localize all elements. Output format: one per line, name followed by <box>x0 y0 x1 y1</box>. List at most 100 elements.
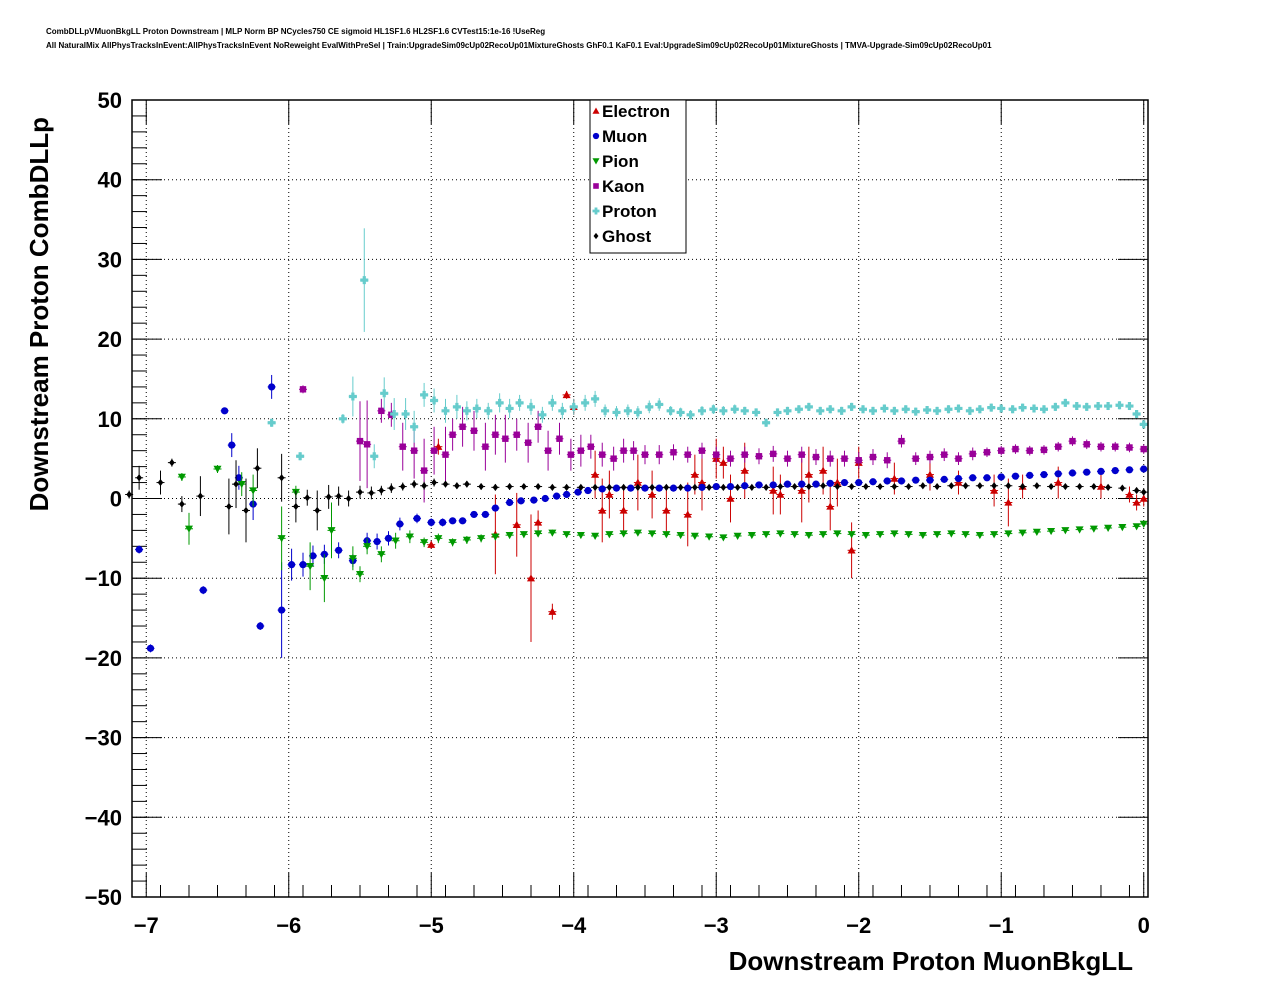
electron-point <box>633 454 642 511</box>
pion-point <box>1132 523 1141 531</box>
proton-point <box>826 405 835 414</box>
marker <box>268 383 276 391</box>
marker <box>1039 405 1048 414</box>
marker <box>491 504 499 512</box>
legend-entry-proton: Proton <box>592 202 657 221</box>
marker <box>1062 482 1069 491</box>
marker <box>975 405 984 414</box>
pion-point <box>662 531 671 539</box>
electron-point <box>1132 494 1141 511</box>
muon-point <box>469 510 478 519</box>
proton-point <box>752 408 761 417</box>
legend-label: Kaon <box>602 177 645 196</box>
marker <box>470 427 478 434</box>
proton-point <box>380 377 389 410</box>
marker <box>591 470 600 478</box>
legend-label: Proton <box>602 202 657 221</box>
pion-point <box>1118 523 1127 532</box>
marker <box>1097 443 1105 450</box>
marker <box>135 545 143 554</box>
marker <box>847 531 856 539</box>
marker <box>826 479 834 487</box>
series-ghost <box>125 448 1148 543</box>
kaon-point <box>298 385 307 394</box>
marker <box>126 490 132 499</box>
proton-point <box>569 398 578 415</box>
marker <box>804 531 813 540</box>
marker <box>390 410 399 419</box>
marker <box>991 482 997 490</box>
marker <box>648 530 657 538</box>
muon-point <box>505 498 514 507</box>
marker <box>912 455 919 462</box>
pion-point <box>676 531 685 540</box>
marker <box>741 451 748 458</box>
marker <box>734 483 741 491</box>
ghost-point <box>619 483 628 491</box>
marker <box>656 451 663 458</box>
proton-point <box>987 403 996 412</box>
pion-point <box>562 531 571 539</box>
kaon-point <box>968 447 977 461</box>
marker <box>1012 445 1019 453</box>
chart-title-line-2: All NaturalMix AllPhysTracksInEvent:AllP… <box>46 41 992 50</box>
marker <box>169 459 175 467</box>
marker <box>482 443 489 450</box>
ghost-point <box>355 485 364 499</box>
marker <box>645 402 654 411</box>
ghost-point <box>441 480 450 488</box>
marker <box>599 451 606 458</box>
pion-point <box>177 472 186 481</box>
marker <box>1072 402 1081 411</box>
marker <box>1119 484 1126 492</box>
marker <box>592 207 600 215</box>
pion-point <box>990 531 999 539</box>
pion-point <box>377 546 386 563</box>
electron-point <box>526 514 535 642</box>
muon-point <box>384 531 393 546</box>
pion-point <box>1018 529 1027 537</box>
pion-point <box>213 465 222 474</box>
marker <box>1105 483 1111 491</box>
proton-point <box>505 398 514 419</box>
marker <box>592 107 600 114</box>
marker <box>462 406 471 415</box>
marker <box>605 490 614 498</box>
marker <box>641 484 649 492</box>
marker <box>184 525 193 533</box>
pion-point <box>405 530 414 544</box>
marker <box>299 561 307 569</box>
muon-point <box>427 518 436 527</box>
muon-point <box>1025 471 1034 479</box>
ghost-point <box>167 458 176 467</box>
proton-point <box>686 410 695 420</box>
marker <box>633 478 642 486</box>
marker <box>360 276 369 285</box>
proton-point <box>697 406 706 416</box>
electron-point <box>605 470 614 519</box>
marker <box>819 531 828 539</box>
ghost-point <box>975 482 984 490</box>
marker <box>1054 470 1062 478</box>
ghost-point <box>420 481 429 490</box>
marker <box>306 563 315 571</box>
muon-point <box>797 480 806 488</box>
marker <box>576 531 585 540</box>
marker <box>378 407 385 415</box>
proton-point <box>410 410 419 443</box>
marker <box>593 232 599 240</box>
electron-point <box>797 458 806 523</box>
proton-point <box>740 406 749 415</box>
ghost-point <box>904 482 913 491</box>
proton-point <box>859 405 868 414</box>
marker <box>633 529 642 537</box>
kaon-point <box>377 398 386 423</box>
kaon-point <box>769 445 778 462</box>
ghost-point <box>705 483 714 491</box>
marker <box>1047 527 1056 536</box>
legend-label: Muon <box>602 127 647 146</box>
marker <box>1140 465 1148 473</box>
x-tick-label: −1 <box>989 913 1014 938</box>
muon-point <box>811 480 820 488</box>
muon-point <box>740 482 749 490</box>
